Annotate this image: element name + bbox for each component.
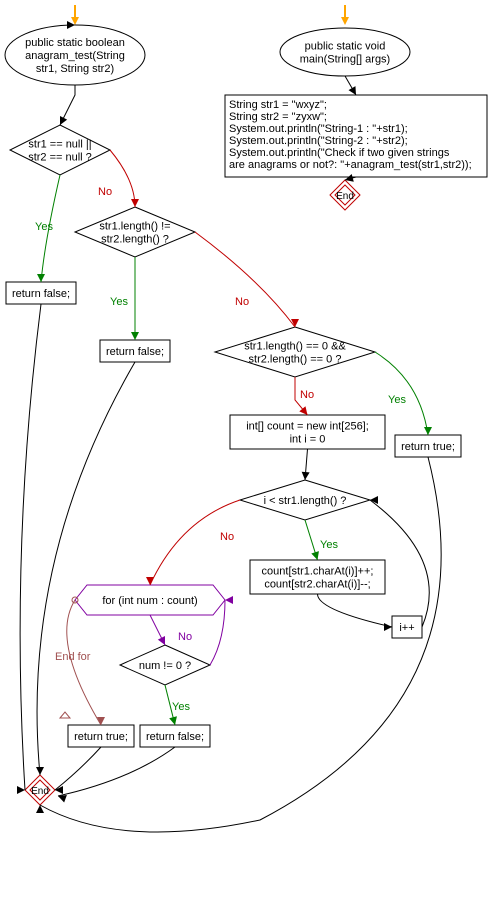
svg-text:No: No	[220, 531, 234, 543]
svg-text:count[str1.charAt(i)]++;: count[str1.charAt(i)]++;	[262, 566, 374, 578]
svg-text:System.out.println("String-2 :: System.out.println("String-2 : "+str2);	[229, 135, 408, 147]
flowchart-diagram: public static booleananagram_test(String…	[0, 0, 501, 897]
svg-text:String str1 = "wxyz";: String str1 = "wxyz";	[229, 99, 327, 111]
svg-text:public static void: public static void	[305, 41, 386, 53]
svg-text:str1.length() == 0 &&: str1.length() == 0 &&	[244, 341, 346, 353]
svg-text:i++: i++	[399, 622, 414, 634]
svg-text:i < str1.length() ?: i < str1.length() ?	[264, 495, 347, 507]
svg-text:main(String[] args): main(String[] args)	[300, 54, 390, 66]
svg-text:count[str2.charAt(i)]--;: count[str2.charAt(i)]--;	[264, 579, 370, 591]
svg-text:public static boolean: public static boolean	[25, 37, 125, 49]
svg-text:End for: End for	[55, 651, 91, 663]
svg-text:num != 0 ?: num != 0 ?	[139, 660, 191, 672]
svg-text:End: End	[336, 191, 354, 202]
svg-text:Yes: Yes	[388, 394, 406, 406]
svg-text:str1 == null ||: str1 == null ||	[28, 139, 91, 151]
svg-text:str2.length() == 0 ?: str2.length() == 0 ?	[249, 354, 342, 366]
svg-text:Yes: Yes	[110, 296, 128, 308]
svg-text:No: No	[235, 296, 249, 308]
svg-text:int i = 0: int i = 0	[290, 434, 326, 446]
svg-text:No: No	[178, 631, 192, 643]
svg-text:return false;: return false;	[12, 288, 70, 300]
svg-text:str1, String str2): str1, String str2)	[36, 63, 114, 75]
svg-text:System.out.println("Check if t: System.out.println("Check if two given s…	[229, 147, 450, 159]
svg-text:String str2 = "zyxw";: String str2 = "zyxw";	[229, 111, 327, 123]
svg-text:anagram_test(String: anagram_test(String	[25, 50, 125, 62]
svg-text:Yes: Yes	[320, 539, 338, 551]
svg-text:str1.length() !=: str1.length() !=	[99, 221, 170, 233]
svg-text:Yes: Yes	[172, 701, 190, 713]
svg-text:return true;: return true;	[401, 441, 455, 453]
svg-text:str2 == null ?: str2 == null ?	[28, 152, 92, 164]
svg-text:System.out.println("String-1 :: System.out.println("String-1 : "+str1);	[229, 123, 408, 135]
svg-text:Yes: Yes	[35, 221, 53, 233]
svg-text:for (int num : count): for (int num : count)	[102, 595, 197, 607]
svg-text:return false;: return false;	[106, 346, 164, 358]
svg-text:str2.length() ?: str2.length() ?	[101, 234, 169, 246]
svg-text:End: End	[31, 786, 49, 797]
svg-text:return true;: return true;	[74, 731, 128, 743]
svg-text:No: No	[98, 186, 112, 198]
svg-text:are anagrams or not?: "+anagra: are anagrams or not?: "+anagram_test(str…	[229, 159, 472, 171]
svg-text:No: No	[300, 389, 314, 401]
svg-text:return false;: return false;	[146, 731, 204, 743]
svg-text:int[] count = new int[256];: int[] count = new int[256];	[246, 421, 369, 433]
